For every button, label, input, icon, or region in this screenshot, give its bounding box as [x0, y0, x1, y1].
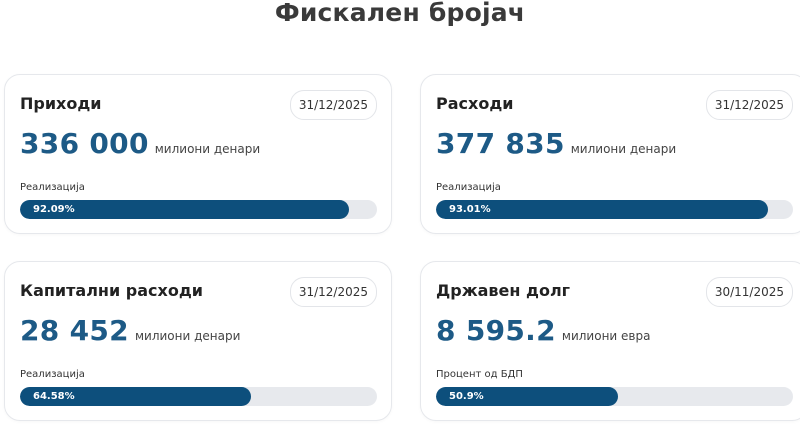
progress-label: Реализација: [20, 182, 85, 193]
card-title: Капитални расходи: [20, 281, 203, 300]
progress-percent: 93.01%: [449, 204, 491, 215]
card-title: Приходи: [20, 94, 102, 113]
value-row: 8 595.2 милиони евра: [436, 314, 650, 347]
progress-label: Процент од БДП: [436, 369, 523, 380]
page-title: Фискален бројач: [274, 0, 526, 27]
card-capital-expenditures: Капитални расходи 31/12/2025 28 452 милио…: [4, 261, 392, 421]
date-badge: 31/12/2025: [289, 90, 377, 120]
progress-fill: [436, 200, 769, 219]
progress-percent: 50.9%: [449, 391, 484, 402]
progress-fill: [20, 200, 349, 219]
big-number: 8 595.2: [436, 314, 556, 347]
progress-label: Реализација: [436, 182, 501, 193]
progress-track: 93.01%: [436, 200, 793, 219]
card-state-debt: Државен долг 30/11/2025 8 595.2 милиони е…: [420, 261, 800, 421]
date-badge: 31/12/2025: [705, 90, 793, 120]
progress-percent: 64.58%: [33, 391, 75, 402]
value-row: 336 000 милиони денари: [20, 127, 260, 160]
big-number: 336 000: [20, 127, 149, 160]
progress-fill: [436, 387, 618, 406]
progress-track: 50.9%: [436, 387, 793, 406]
unit-label: милиони денари: [570, 142, 677, 156]
card-revenues: Приходи 31/12/2025 336 000 милиони денари…: [4, 74, 392, 234]
progress-track: 92.09%: [20, 200, 377, 219]
progress-percent: 92.09%: [33, 204, 75, 215]
unit-label: милиони евра: [561, 329, 651, 343]
progress-track: 64.58%: [20, 387, 377, 406]
value-row: 377 835 милиони денари: [436, 127, 676, 160]
card-expenditures: Расходи 31/12/2025 377 835 милиони денари…: [420, 74, 800, 234]
date-badge: 31/12/2025: [289, 277, 377, 307]
date-badge: 30/11/2025: [705, 277, 793, 307]
value-row: 28 452 милиони денари: [20, 314, 240, 347]
progress-fill: [20, 387, 251, 406]
unit-label: милиони денари: [154, 142, 261, 156]
unit-label: милиони денари: [134, 329, 241, 343]
big-number: 377 835: [436, 127, 565, 160]
progress-label: Реализација: [20, 369, 85, 380]
card-title: Државен долг: [436, 281, 571, 300]
big-number: 28 452: [20, 314, 129, 347]
card-title: Расходи: [436, 94, 514, 113]
